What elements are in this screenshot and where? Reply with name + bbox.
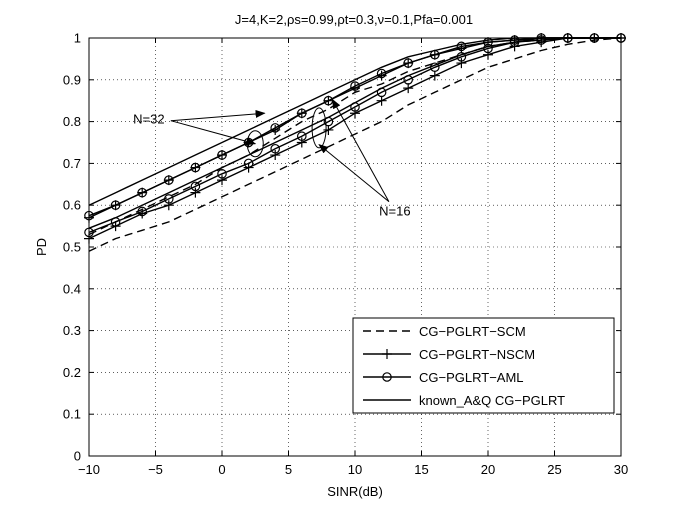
legend-label: CG−PGLRT−NSCM — [419, 347, 535, 362]
plus-marker — [190, 162, 201, 173]
plus-marker — [217, 175, 227, 186]
circle-marker — [456, 52, 467, 62]
y-tick-label: 0.5 — [63, 240, 81, 255]
circle-marker — [164, 194, 174, 204]
x-tick-label: 20 — [481, 462, 495, 477]
y-tick-label: 0 — [74, 449, 81, 464]
series-line — [88, 37, 622, 252]
plus-marker — [456, 58, 467, 69]
x-tick-label: 30 — [614, 462, 628, 477]
circle-marker — [350, 102, 360, 112]
circle-marker — [217, 169, 227, 179]
legend-box — [352, 317, 615, 414]
x-tick-label: −5 — [148, 462, 163, 477]
circle-marker — [429, 62, 440, 73]
plus-marker — [190, 187, 201, 198]
circle-marker — [110, 200, 121, 210]
circle-marker — [190, 181, 201, 192]
plus-marker — [323, 124, 334, 135]
circle-marker — [323, 116, 334, 127]
plus-marker — [110, 200, 121, 211]
y-tick-label: 1 — [74, 31, 81, 46]
plus-marker — [296, 108, 307, 119]
circle-marker — [403, 75, 413, 85]
circle-marker — [137, 206, 147, 217]
x-tick-label: −10 — [78, 462, 100, 477]
x-tick-label: 25 — [547, 462, 561, 477]
circle-marker — [350, 81, 360, 91]
plus-marker — [270, 150, 281, 161]
circle-marker — [217, 150, 227, 160]
annotation-label: N=16 — [379, 204, 410, 219]
plus-marker — [403, 58, 414, 69]
annotation-ellipse — [246, 130, 264, 158]
annotation-arrow — [331, 98, 390, 202]
annotation-arrow — [170, 120, 257, 146]
circle-marker — [296, 108, 307, 119]
plus-marker — [323, 95, 334, 106]
circle-marker — [137, 187, 147, 198]
legend-label: known_A&Q CG−PGLRT — [419, 393, 565, 408]
y-tick-label: 0.8 — [63, 114, 81, 129]
plus-marker — [429, 70, 440, 81]
plus-marker — [376, 95, 387, 106]
plus-marker — [429, 49, 440, 60]
annotation-label: N=32 — [133, 112, 164, 127]
annotation-arrow — [318, 143, 390, 203]
x-tick-label: 0 — [218, 462, 225, 477]
circle-marker — [243, 158, 254, 169]
plus-marker — [163, 175, 174, 186]
y-tick-label: 0.7 — [63, 156, 81, 171]
circle-marker — [270, 123, 280, 133]
chart-title: J=4,K=2,ρs=0.99,ρt=0.3,ν=0.1,Pfa=0.001 — [235, 12, 473, 27]
plus-marker — [296, 137, 307, 148]
series-group — [88, 37, 622, 252]
y-tick-label: 0.2 — [63, 365, 81, 380]
y-tick-label: 0.9 — [63, 72, 81, 87]
plus-marker — [217, 150, 227, 161]
circle-marker — [382, 372, 392, 382]
circle-marker — [536, 35, 546, 45]
circle-marker — [429, 49, 440, 60]
circle-marker — [110, 217, 121, 227]
circle-marker — [296, 131, 307, 142]
plus-marker — [403, 83, 414, 94]
axis-ticks: −10 −5 0 5 10 15 20 25 30 0 0.1 0.2 0.3 0.4 0.5 0.6 0.7 0… — [63, 31, 628, 478]
y-tick-label: 0.3 — [63, 323, 81, 338]
circle-marker — [270, 143, 280, 154]
annotation-arrow — [170, 109, 266, 122]
x-tick-label: 10 — [348, 462, 362, 477]
series-line — [88, 37, 621, 234]
x-tick-label: 15 — [414, 462, 428, 477]
circle-marker — [376, 68, 387, 79]
legend-label: CG−PGLRT−AML — [419, 370, 524, 385]
y-tick-label: 0.1 — [63, 407, 81, 422]
plus-marker — [483, 49, 493, 60]
annotation-ellipse — [311, 107, 327, 149]
circle-marker — [403, 58, 413, 68]
circle-marker — [456, 41, 467, 52]
circle-marker — [190, 162, 201, 173]
circle-marker — [483, 43, 493, 54]
x-axis-label: SINR(dB) — [327, 484, 383, 499]
plus-marker — [382, 349, 392, 359]
circle-marker — [164, 175, 174, 185]
x-tick-label: 5 — [285, 462, 292, 477]
plus-marker — [350, 108, 360, 119]
y-axis-label: PD — [34, 238, 49, 256]
circle-marker — [376, 87, 387, 98]
plus-marker — [137, 187, 148, 198]
plus-marker — [163, 200, 174, 211]
y-tick-label: 0.4 — [63, 281, 81, 296]
legend: CG−PGLRT−SCM CG−PGLRT−NSCM CG−PGLRT−AML kno… — [352, 317, 615, 414]
y-tick-label: 0.6 — [63, 198, 81, 213]
legend-label: CG−PGLRT−SCM — [419, 324, 526, 339]
annotations: N=32 N=16 — [133, 98, 411, 219]
